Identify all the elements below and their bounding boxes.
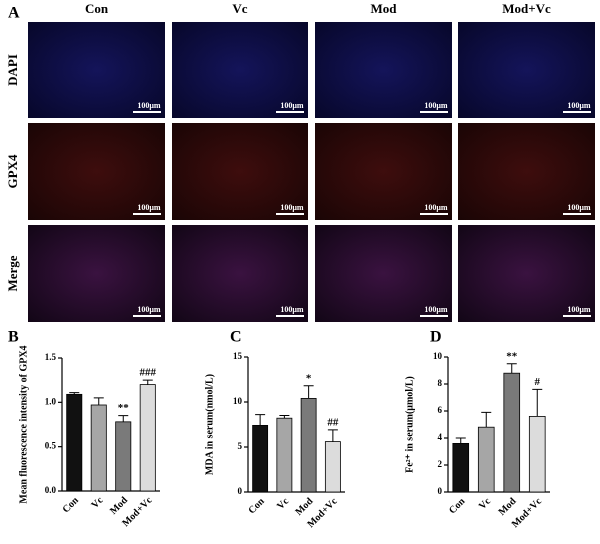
error-bar xyxy=(455,437,466,444)
scale-bar-label: 100μm xyxy=(137,101,161,110)
bar xyxy=(139,384,156,492)
panel-label: A xyxy=(8,5,20,22)
error-bar xyxy=(142,379,153,385)
bar xyxy=(276,417,293,493)
micrograph xyxy=(315,22,452,118)
bar xyxy=(503,372,521,493)
bar xyxy=(90,404,107,492)
bar xyxy=(477,426,495,493)
column-header: Con xyxy=(85,1,109,16)
error-bar xyxy=(69,392,80,395)
x-tick-label: Mod xyxy=(497,496,519,518)
micrograph xyxy=(458,225,595,322)
error-bar xyxy=(255,414,266,426)
bar xyxy=(300,397,317,493)
scale-bar-label: 100μm xyxy=(280,203,304,212)
micrograph xyxy=(28,123,165,220)
y-tick-label: 0.5 xyxy=(45,441,57,451)
y-axis-label: Fe²⁺ in serum(μmol/L) xyxy=(404,376,415,473)
scale-bar-label: 100μm xyxy=(280,101,304,110)
scale-bar-label: 100μm xyxy=(424,203,448,212)
y-tick-label: 15 xyxy=(233,351,243,361)
scale-bar-label: 100μm xyxy=(424,101,448,110)
x-tick-label: Con xyxy=(61,495,82,516)
micrograph xyxy=(172,123,308,220)
y-tick-label: 6 xyxy=(438,405,443,415)
error-bar xyxy=(93,397,104,405)
error-bar xyxy=(532,388,543,417)
micrograph xyxy=(172,22,308,118)
micrograph xyxy=(315,123,452,220)
scale-bar-label: 100μm xyxy=(280,305,304,314)
x-tick-label: Vc xyxy=(275,496,291,512)
error-bar xyxy=(118,415,129,422)
significance-mark: ### xyxy=(140,367,157,379)
micrograph xyxy=(172,225,308,322)
significance-mark: ** xyxy=(506,350,518,362)
bar xyxy=(252,424,269,493)
error-bar xyxy=(481,411,492,428)
y-tick-label: 2 xyxy=(438,459,443,469)
y-tick-label: 0 xyxy=(238,486,243,496)
column-header: Mod+Vc xyxy=(502,1,551,16)
scale-bar-label: 100μm xyxy=(424,305,448,314)
micrograph xyxy=(28,225,165,322)
x-tick-label: Con xyxy=(447,496,468,517)
significance-mark: * xyxy=(306,372,312,384)
x-tick-label: Vc xyxy=(89,495,105,511)
y-tick-label: 10 xyxy=(433,351,443,361)
scale-bar-label: 100μm xyxy=(137,203,161,212)
micrograph xyxy=(315,225,452,322)
y-axis-label: Mean fluorescence intensity of GPX4 xyxy=(18,345,29,503)
y-tick-label: 10 xyxy=(233,396,243,406)
y-tick-label: 8 xyxy=(438,378,443,388)
row-label: GPX4 xyxy=(5,154,20,188)
y-tick-label: 0.0 xyxy=(45,485,57,495)
x-tick-label: Vc xyxy=(477,496,493,512)
micrograph xyxy=(28,22,165,118)
y-tick-label: 1.5 xyxy=(45,352,57,362)
error-bar xyxy=(506,363,517,374)
error-bar xyxy=(303,385,314,399)
row-label: Merge xyxy=(5,255,20,291)
bar xyxy=(66,393,83,492)
error-bar xyxy=(279,415,290,419)
y-tick-label: 0 xyxy=(438,486,443,496)
column-header: Mod xyxy=(371,1,398,16)
panel-label: D xyxy=(430,329,442,346)
scale-bar-label: 100μm xyxy=(567,101,591,110)
scale-bar-label: 100μm xyxy=(567,305,591,314)
panel-label: C xyxy=(230,329,242,346)
bar xyxy=(452,442,470,493)
y-tick-label: 5 xyxy=(238,441,243,451)
error-bar xyxy=(327,429,338,442)
significance-mark: # xyxy=(535,376,541,388)
scale-bar-label: 100μm xyxy=(137,305,161,314)
column-header: Vc xyxy=(232,1,247,16)
bar xyxy=(528,415,546,493)
micrograph xyxy=(458,123,595,220)
panel-label: B xyxy=(8,329,19,346)
y-tick-label: 4 xyxy=(438,432,443,442)
significance-mark: ## xyxy=(327,416,339,428)
bar xyxy=(115,421,132,492)
y-tick-label: 1.0 xyxy=(45,396,57,406)
x-tick-label: Con xyxy=(247,496,268,517)
row-label: DAPI xyxy=(5,54,20,86)
y-axis-label: MDA in serum(nmol/L) xyxy=(204,374,215,475)
significance-mark: ** xyxy=(118,402,130,414)
scale-bar-label: 100μm xyxy=(567,203,591,212)
micrograph xyxy=(458,22,595,118)
bar xyxy=(324,441,341,493)
